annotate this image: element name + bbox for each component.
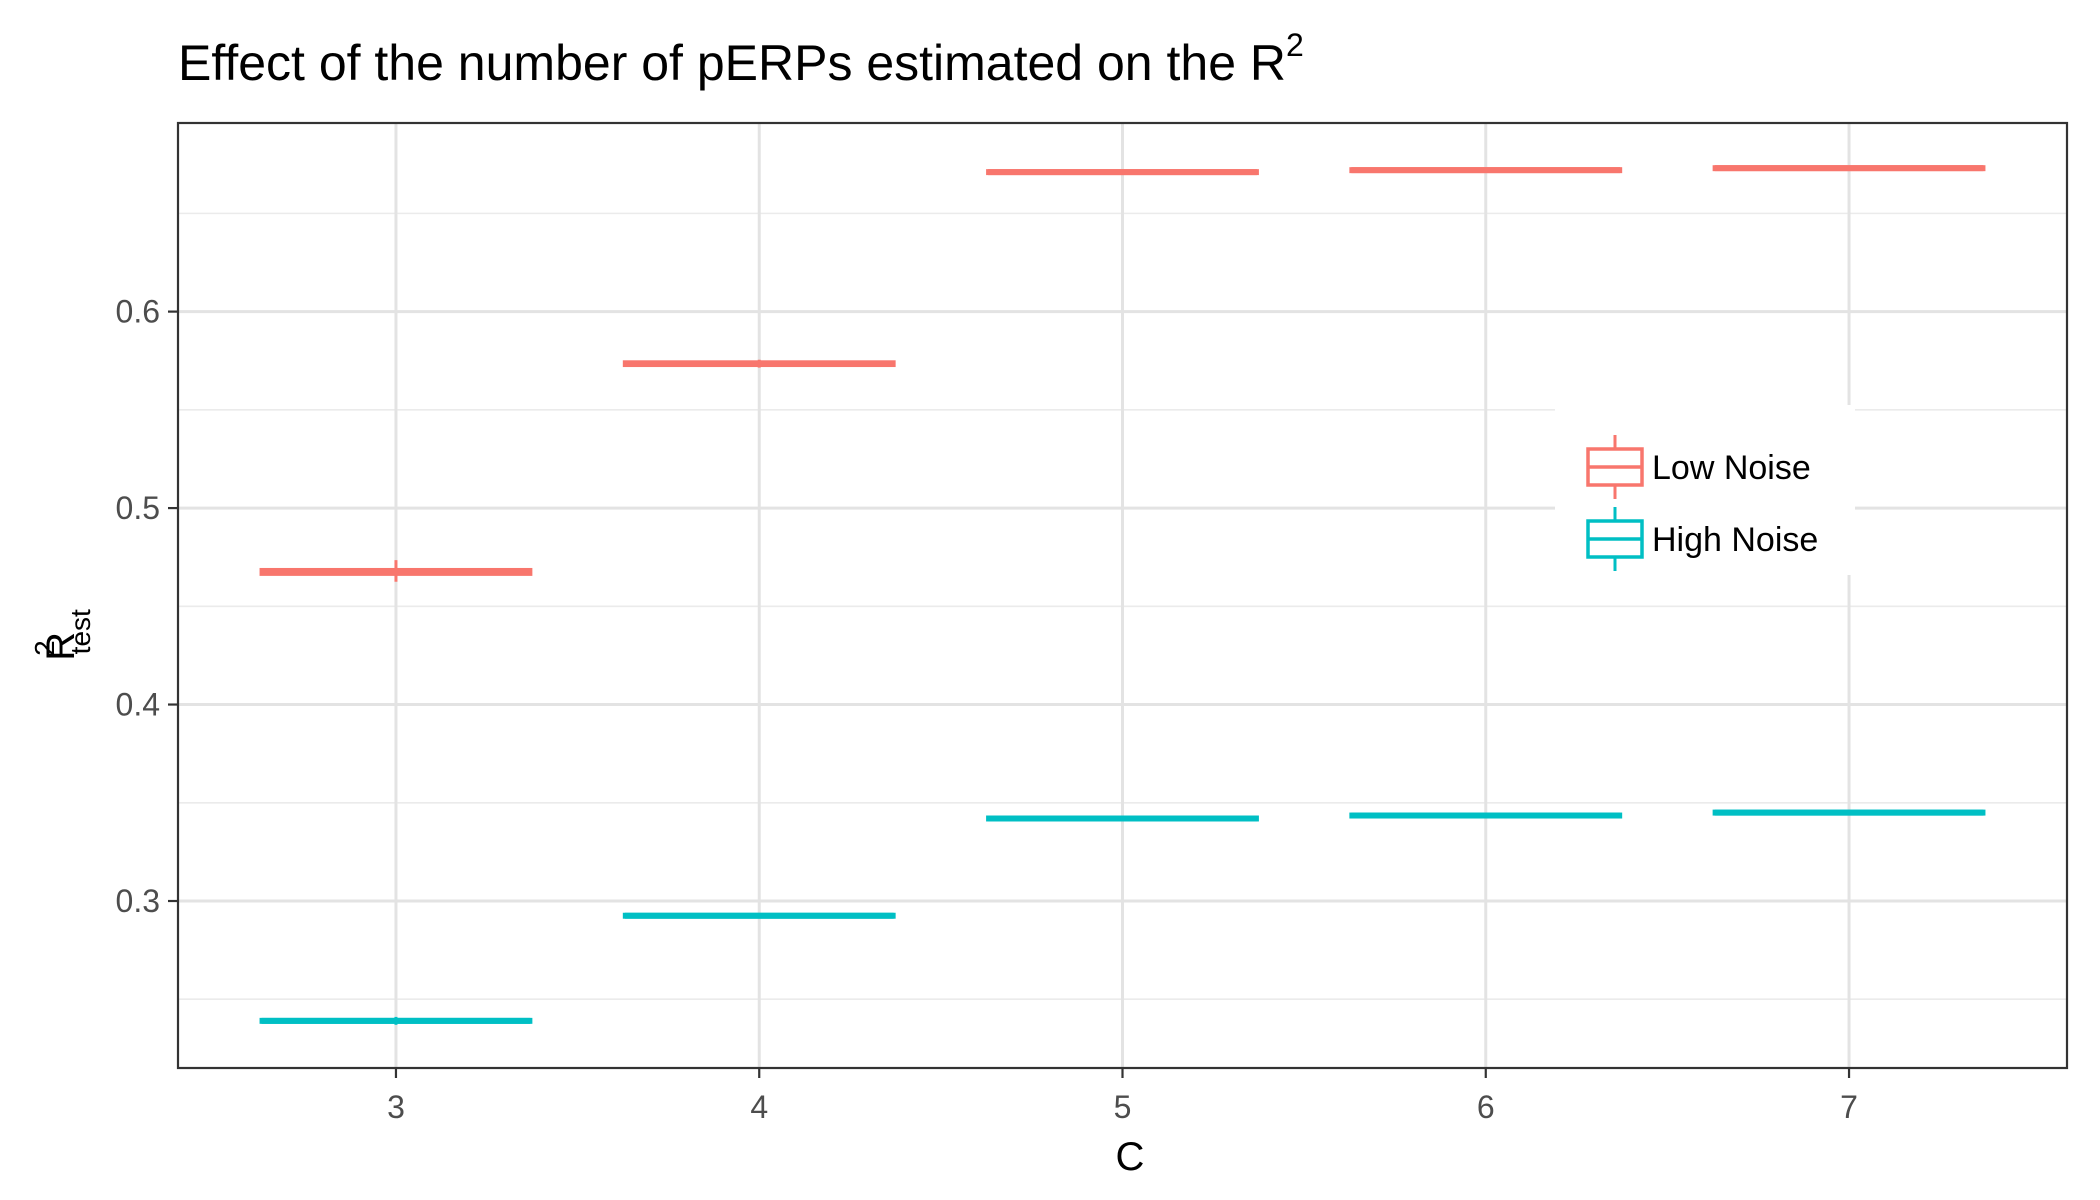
major-gridlines: [178, 123, 2067, 1068]
x-tick-label-4: 4: [750, 1089, 768, 1125]
box-high-noise-c3: [259, 1016, 533, 1025]
y-axis-title: R2 test: [29, 609, 96, 661]
x-tick-label-6: 6: [1477, 1089, 1495, 1125]
chart-title-superscript: 2: [1286, 27, 1304, 63]
legend-label-high-noise: High Noise: [1652, 521, 1818, 559]
x-tick-label-5: 5: [1114, 1089, 1132, 1125]
x-axis: 3 4 5 6 7: [387, 1068, 1858, 1125]
y-tick-label-1: 0.4: [116, 687, 160, 723]
box-low-noise-c7: [1712, 165, 1986, 172]
y-tick-label-0: 0.3: [116, 883, 160, 919]
chart-title: Effect of the number of pERPs estimated …: [178, 27, 1304, 91]
y-axis-title-subscript: test: [65, 609, 96, 654]
y-axis-title-superscript: 2: [29, 640, 60, 656]
box-low-noise-c5: [986, 169, 1259, 176]
box-high-noise-c4: [622, 912, 896, 919]
box-low-noise-c3: [259, 560, 533, 582]
legend-key-low-noise: [1586, 435, 1644, 499]
y-axis-title-main: R: [39, 632, 83, 661]
box-low-noise-c6: [1349, 167, 1623, 174]
series-low-noise: [259, 165, 1986, 582]
box-series-layer: [259, 165, 1986, 1025]
x-tick-label-3: 3: [387, 1089, 405, 1125]
y-axis: 0.3 0.4 0.5 0.6: [116, 294, 178, 919]
box-high-noise-c6: [1349, 812, 1623, 819]
x-tick-label-7: 7: [1840, 1089, 1858, 1125]
series-high-noise: [259, 809, 1986, 1025]
y-axis-title-text: R2 test: [29, 609, 96, 661]
legend-key-high-noise: [1586, 507, 1644, 571]
chart-title-main: Effect of the number of pERPs estimated …: [178, 35, 1286, 91]
box-high-noise-c7: [1712, 809, 1986, 816]
box-low-noise-c4: [622, 359, 896, 368]
y-tick-label-3: 0.6: [116, 294, 160, 330]
legend-label-low-noise: Low Noise: [1652, 449, 1811, 487]
box-high-noise-c5: [986, 815, 1259, 822]
x-axis-title: C: [1116, 1135, 1145, 1179]
y-tick-label-2: 0.5: [116, 490, 160, 526]
legend: Low Noise High Noise: [1555, 405, 1855, 575]
